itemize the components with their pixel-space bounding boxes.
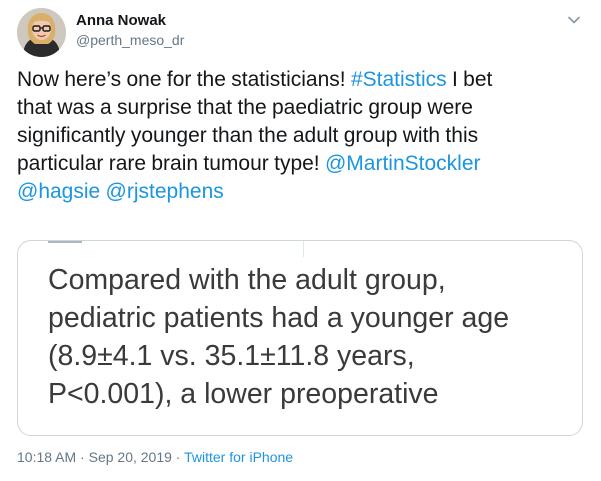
author-handle[interactable]: @perth_meso_dr xyxy=(76,32,185,48)
mention-link[interactable]: @MartinStockler xyxy=(324,152,481,175)
tweet-text: Now here’s one for the statisticians! #S… xyxy=(17,66,585,206)
tweet-date[interactable]: Sep 20, 2019 xyxy=(88,449,172,465)
tweet-text-segment: I bet xyxy=(446,68,493,91)
tweet-text-line: Now here’s one for the statisticians! #S… xyxy=(17,66,585,94)
hashtag-link[interactable]: #Statistics xyxy=(350,68,447,91)
tweet-source-link[interactable]: Twitter for iPhone xyxy=(184,449,294,465)
avatar[interactable] xyxy=(17,8,66,57)
tweet-text-line: particular rare brain tumour type! @Mart… xyxy=(17,150,585,178)
avatar-image xyxy=(17,8,66,57)
tweet-meta: 10:18 AM · Sep 20, 2019 · Twitter for iP… xyxy=(17,449,293,465)
tweet-text-segment: particular rare brain tumour type! xyxy=(17,152,325,175)
excerpt-line: P<0.001), a lower preoperative xyxy=(48,378,439,410)
tweet-text-line: that was a surprise that the paediatric … xyxy=(17,94,585,122)
excerpt-line: pediatric patients had a younger age xyxy=(48,302,510,334)
mention-link[interactable]: @hagsie xyxy=(17,180,101,203)
excerpt-line: Compared with the adult group, xyxy=(48,264,446,296)
tweet-text-segment: significantly younger than the adult gro… xyxy=(17,124,479,147)
attached-image[interactable]: Compared with the adult group, pediatric… xyxy=(17,240,583,436)
image-divider xyxy=(303,241,304,257)
author-name[interactable]: Anna Nowak xyxy=(76,12,167,29)
cropped-text-fragment xyxy=(48,241,82,243)
meta-separator: · xyxy=(175,449,181,465)
more-options-button[interactable] xyxy=(566,12,582,28)
excerpt-line: (8.9±4.1 vs. 35.1±11.8 years, xyxy=(48,340,415,372)
image-excerpt: Compared with the adult group, pediatric… xyxy=(48,261,568,413)
tweet-text-segment: Now here’s one for the statisticians! xyxy=(17,68,351,91)
tweet-text-segment: that was a surprise that the paediatric … xyxy=(17,96,473,119)
meta-separator: · xyxy=(80,449,85,465)
mention-link[interactable]: @rjstephens xyxy=(105,180,224,203)
tweet-text-line: @hagsie @rjstephens xyxy=(17,178,585,206)
tweet-time[interactable]: 10:18 AM xyxy=(17,449,77,465)
tweet-text-line: significantly younger than the adult gro… xyxy=(17,122,585,150)
chevron-down-icon xyxy=(568,16,580,24)
